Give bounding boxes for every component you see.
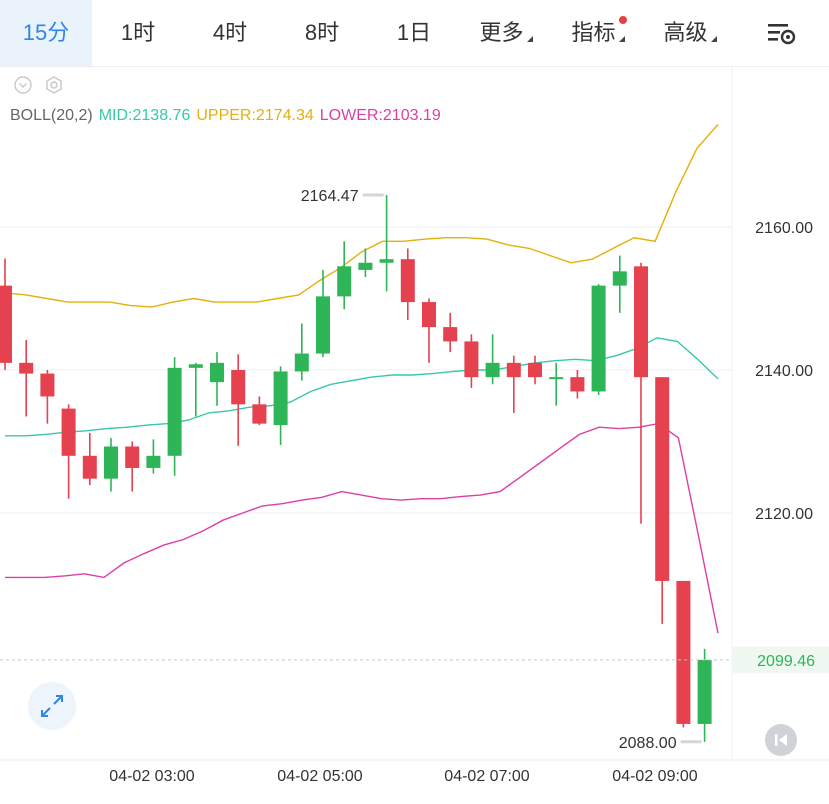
chevron-circle-icon[interactable] [14,76,32,94]
tab-8h[interactable]: 8时 [276,0,368,66]
tab-15m[interactable]: 15分 [0,0,92,66]
candle-body [337,266,352,297]
candlestick-chart[interactable]: 2160.00 2140.00 2120.00 04-02 03:00 04-02 05… [0,66,829,804]
candle-body [40,373,55,397]
candle-body [422,302,436,328]
upper-value: 2174.34 [255,107,314,124]
current-price-box [732,646,829,673]
lower-label: LOWER: [319,107,383,124]
upper-label: UPPER: [196,107,256,124]
tab-1d[interactable]: 1日 [368,0,460,66]
timeframe-tabs: 15分 1时 4时 8时 1日 更多 指标 高级 [0,0,829,67]
candle-body [443,327,458,342]
candle-body [528,362,542,378]
rewind-icon[interactable] [765,724,797,756]
caret-icon [526,36,533,42]
candle-body [570,377,585,392]
boll-upper: UPPER:2174.34 [196,107,313,124]
chart-settings-icon[interactable] [760,16,800,50]
max-price-label: 2164.47 [301,188,359,205]
bollinger-bands [4,124,719,634]
tab-more[interactable]: 更多 [460,0,552,66]
boll-mid-line [5,337,719,437]
candle-body [19,362,34,374]
expand-arrows-icon[interactable] [28,682,76,730]
candle-body [549,377,564,380]
mid-value: 2138.76 [132,107,191,124]
boll-upper-line [4,124,719,308]
boll-name: BOLL(20,2) [10,107,93,124]
caret-icon [618,36,625,42]
candle-body [697,659,712,724]
candle-body [464,341,479,378]
caret-icon [710,36,717,42]
boll-mid: MID:2138.76 [99,107,191,124]
candle-body [252,404,267,424]
indicator-controls [12,74,72,96]
candle-body [612,271,627,286]
candle-body [104,446,118,479]
boll-lower-line [5,422,719,634]
axes: 2160.00 2140.00 2120.00 04-02 03:00 04-02 05… [0,188,829,785]
tab-label: 指标 [571,20,616,45]
candle-body [655,377,670,581]
x-tick-label: 04-02 07:00 [444,768,530,785]
lower-value: 2103.19 [382,107,441,124]
candle-body [400,259,415,303]
tab-1h[interactable]: 1时 [92,0,184,66]
candle-body [188,364,203,368]
candle-body [316,296,330,354]
x-tick-label: 04-02 03:00 [109,768,195,785]
candle-body [167,367,182,456]
tab-label: 更多 [479,20,524,45]
tab-label: 1时 [120,20,156,45]
tab-label: 8时 [304,20,340,45]
boll-lower: LOWER:2103.19 [320,107,441,124]
y-tick-label: 2160.00 [755,220,813,237]
x-tick-label: 04-02 05:00 [277,768,363,785]
candle-body [273,371,288,426]
gear-icon[interactable] [46,76,62,94]
x-tick-label: 04-02 09:00 [612,768,698,785]
candle-body [379,259,394,263]
candle-body [294,353,309,372]
candle-body [591,285,606,392]
candle-body [146,455,161,468]
tab-indicators[interactable]: 指标 [552,0,644,66]
candles [0,195,712,742]
candle-body [210,362,224,383]
tab-4h[interactable]: 4时 [184,0,276,66]
candle-body [634,266,648,378]
grid [0,66,829,761]
candle-body [485,362,500,378]
boll-legend: BOLL(20,2) MID:2138.76 UPPER:2174.34 LOWER:… [10,107,447,125]
notification-dot [619,16,627,24]
candle-body [82,455,97,479]
candle-body [0,285,12,363]
candle-body [358,262,373,270]
y-tick-label: 2140.00 [755,363,813,380]
tab-label: 4时 [212,20,248,45]
candle-body [676,580,691,724]
current-price-label: 2099.46 [757,653,815,670]
tab-label: 15分 [22,20,70,45]
tab-label: 1日 [396,20,432,45]
tab-label: 高级 [663,20,708,45]
y-tick-label: 2120.00 [755,506,813,523]
candle-body [125,446,140,468]
candle-body [231,370,246,405]
min-price-label: 2088.00 [619,735,677,752]
tab-advanced[interactable]: 高级 [644,0,736,66]
mid-label: MID: [98,107,133,124]
candle-body [506,362,521,378]
candle-body [61,408,76,456]
